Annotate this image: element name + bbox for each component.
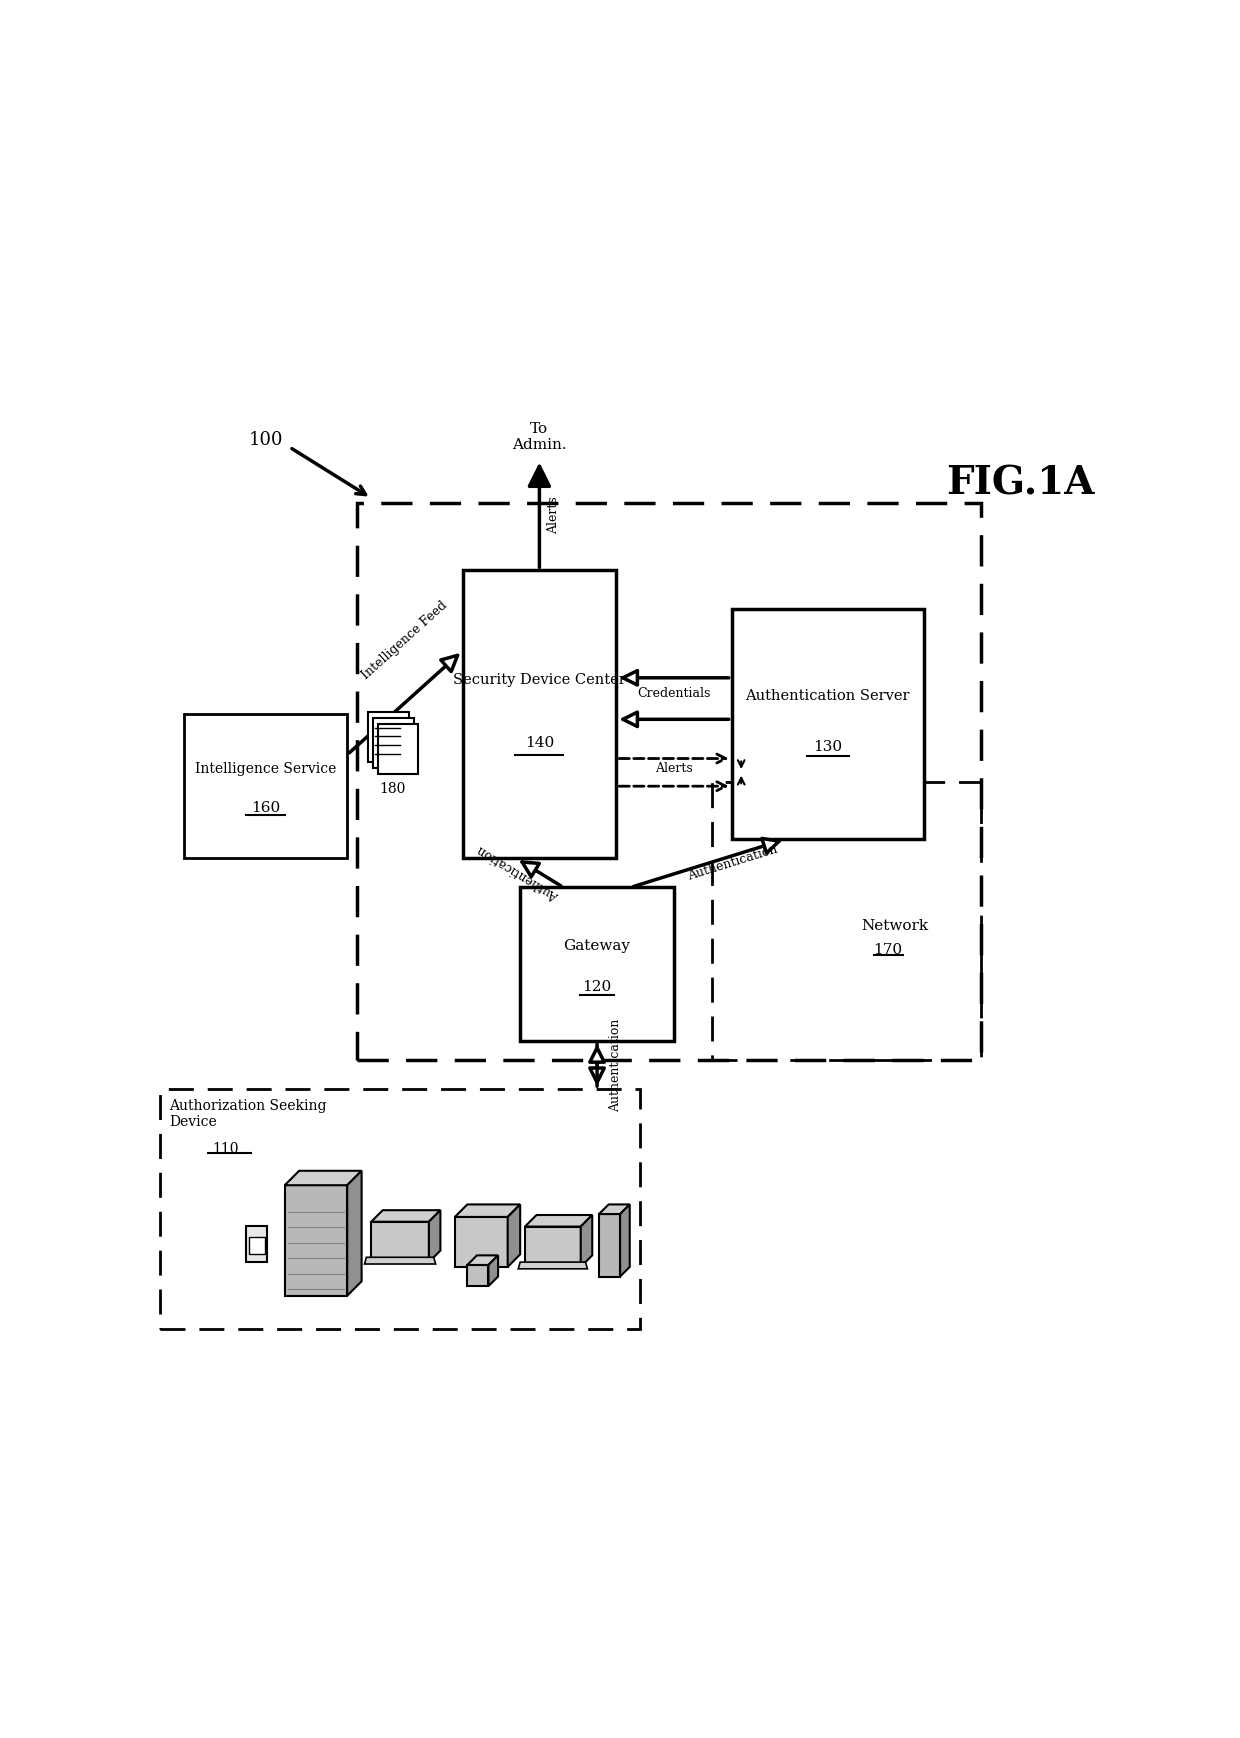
Text: 180: 180 — [379, 782, 405, 796]
Text: Credentials: Credentials — [637, 687, 711, 700]
Text: 130: 130 — [813, 740, 842, 754]
Bar — [357, 502, 982, 1060]
Text: Intelligence Service: Intelligence Service — [195, 761, 336, 777]
Text: Authentication: Authentication — [475, 843, 562, 902]
Text: To
Admin.: To Admin. — [512, 422, 567, 452]
Polygon shape — [599, 1215, 620, 1276]
Text: 110: 110 — [213, 1142, 239, 1156]
Text: Gateway: Gateway — [563, 939, 631, 952]
Text: FIG.1A: FIG.1A — [946, 464, 1094, 502]
Text: 170: 170 — [873, 942, 901, 956]
Text: Network: Network — [862, 919, 929, 933]
Polygon shape — [599, 1204, 630, 1215]
Polygon shape — [507, 1204, 521, 1267]
Text: Authentication Server: Authentication Server — [745, 690, 910, 704]
Text: Authorization Seeking
Device: Authorization Seeking Device — [170, 1098, 327, 1130]
Polygon shape — [467, 1265, 489, 1286]
Polygon shape — [455, 1217, 507, 1267]
Text: 140: 140 — [525, 737, 554, 751]
Bar — [249, 1237, 264, 1255]
Bar — [160, 1090, 640, 1330]
Polygon shape — [365, 1257, 435, 1264]
Polygon shape — [525, 1227, 580, 1267]
Bar — [184, 714, 347, 859]
Text: Authentication: Authentication — [686, 843, 779, 883]
Bar — [732, 608, 924, 839]
Bar — [712, 782, 982, 1060]
Text: 120: 120 — [583, 980, 611, 994]
Bar — [378, 725, 418, 773]
Polygon shape — [285, 1171, 362, 1185]
Bar — [373, 718, 413, 768]
Polygon shape — [525, 1215, 593, 1227]
Polygon shape — [455, 1204, 521, 1217]
Polygon shape — [371, 1222, 429, 1262]
Bar — [368, 713, 409, 763]
Bar — [247, 1225, 268, 1262]
Polygon shape — [620, 1204, 630, 1276]
Text: Alerts: Alerts — [547, 495, 560, 534]
Text: Authentication: Authentication — [609, 1018, 621, 1112]
Polygon shape — [580, 1215, 593, 1267]
Bar — [521, 888, 675, 1041]
Polygon shape — [467, 1255, 498, 1265]
Polygon shape — [285, 1185, 347, 1297]
Polygon shape — [518, 1262, 588, 1269]
Polygon shape — [429, 1210, 440, 1262]
Text: Alerts: Alerts — [655, 761, 693, 775]
Bar — [463, 570, 616, 859]
Polygon shape — [489, 1255, 498, 1286]
Text: 100: 100 — [248, 431, 283, 450]
Text: 160: 160 — [250, 801, 280, 815]
Polygon shape — [347, 1171, 362, 1297]
Polygon shape — [371, 1210, 440, 1222]
Text: Security Device Center: Security Device Center — [453, 673, 626, 687]
Text: Intelligence Feed: Intelligence Feed — [360, 598, 450, 681]
